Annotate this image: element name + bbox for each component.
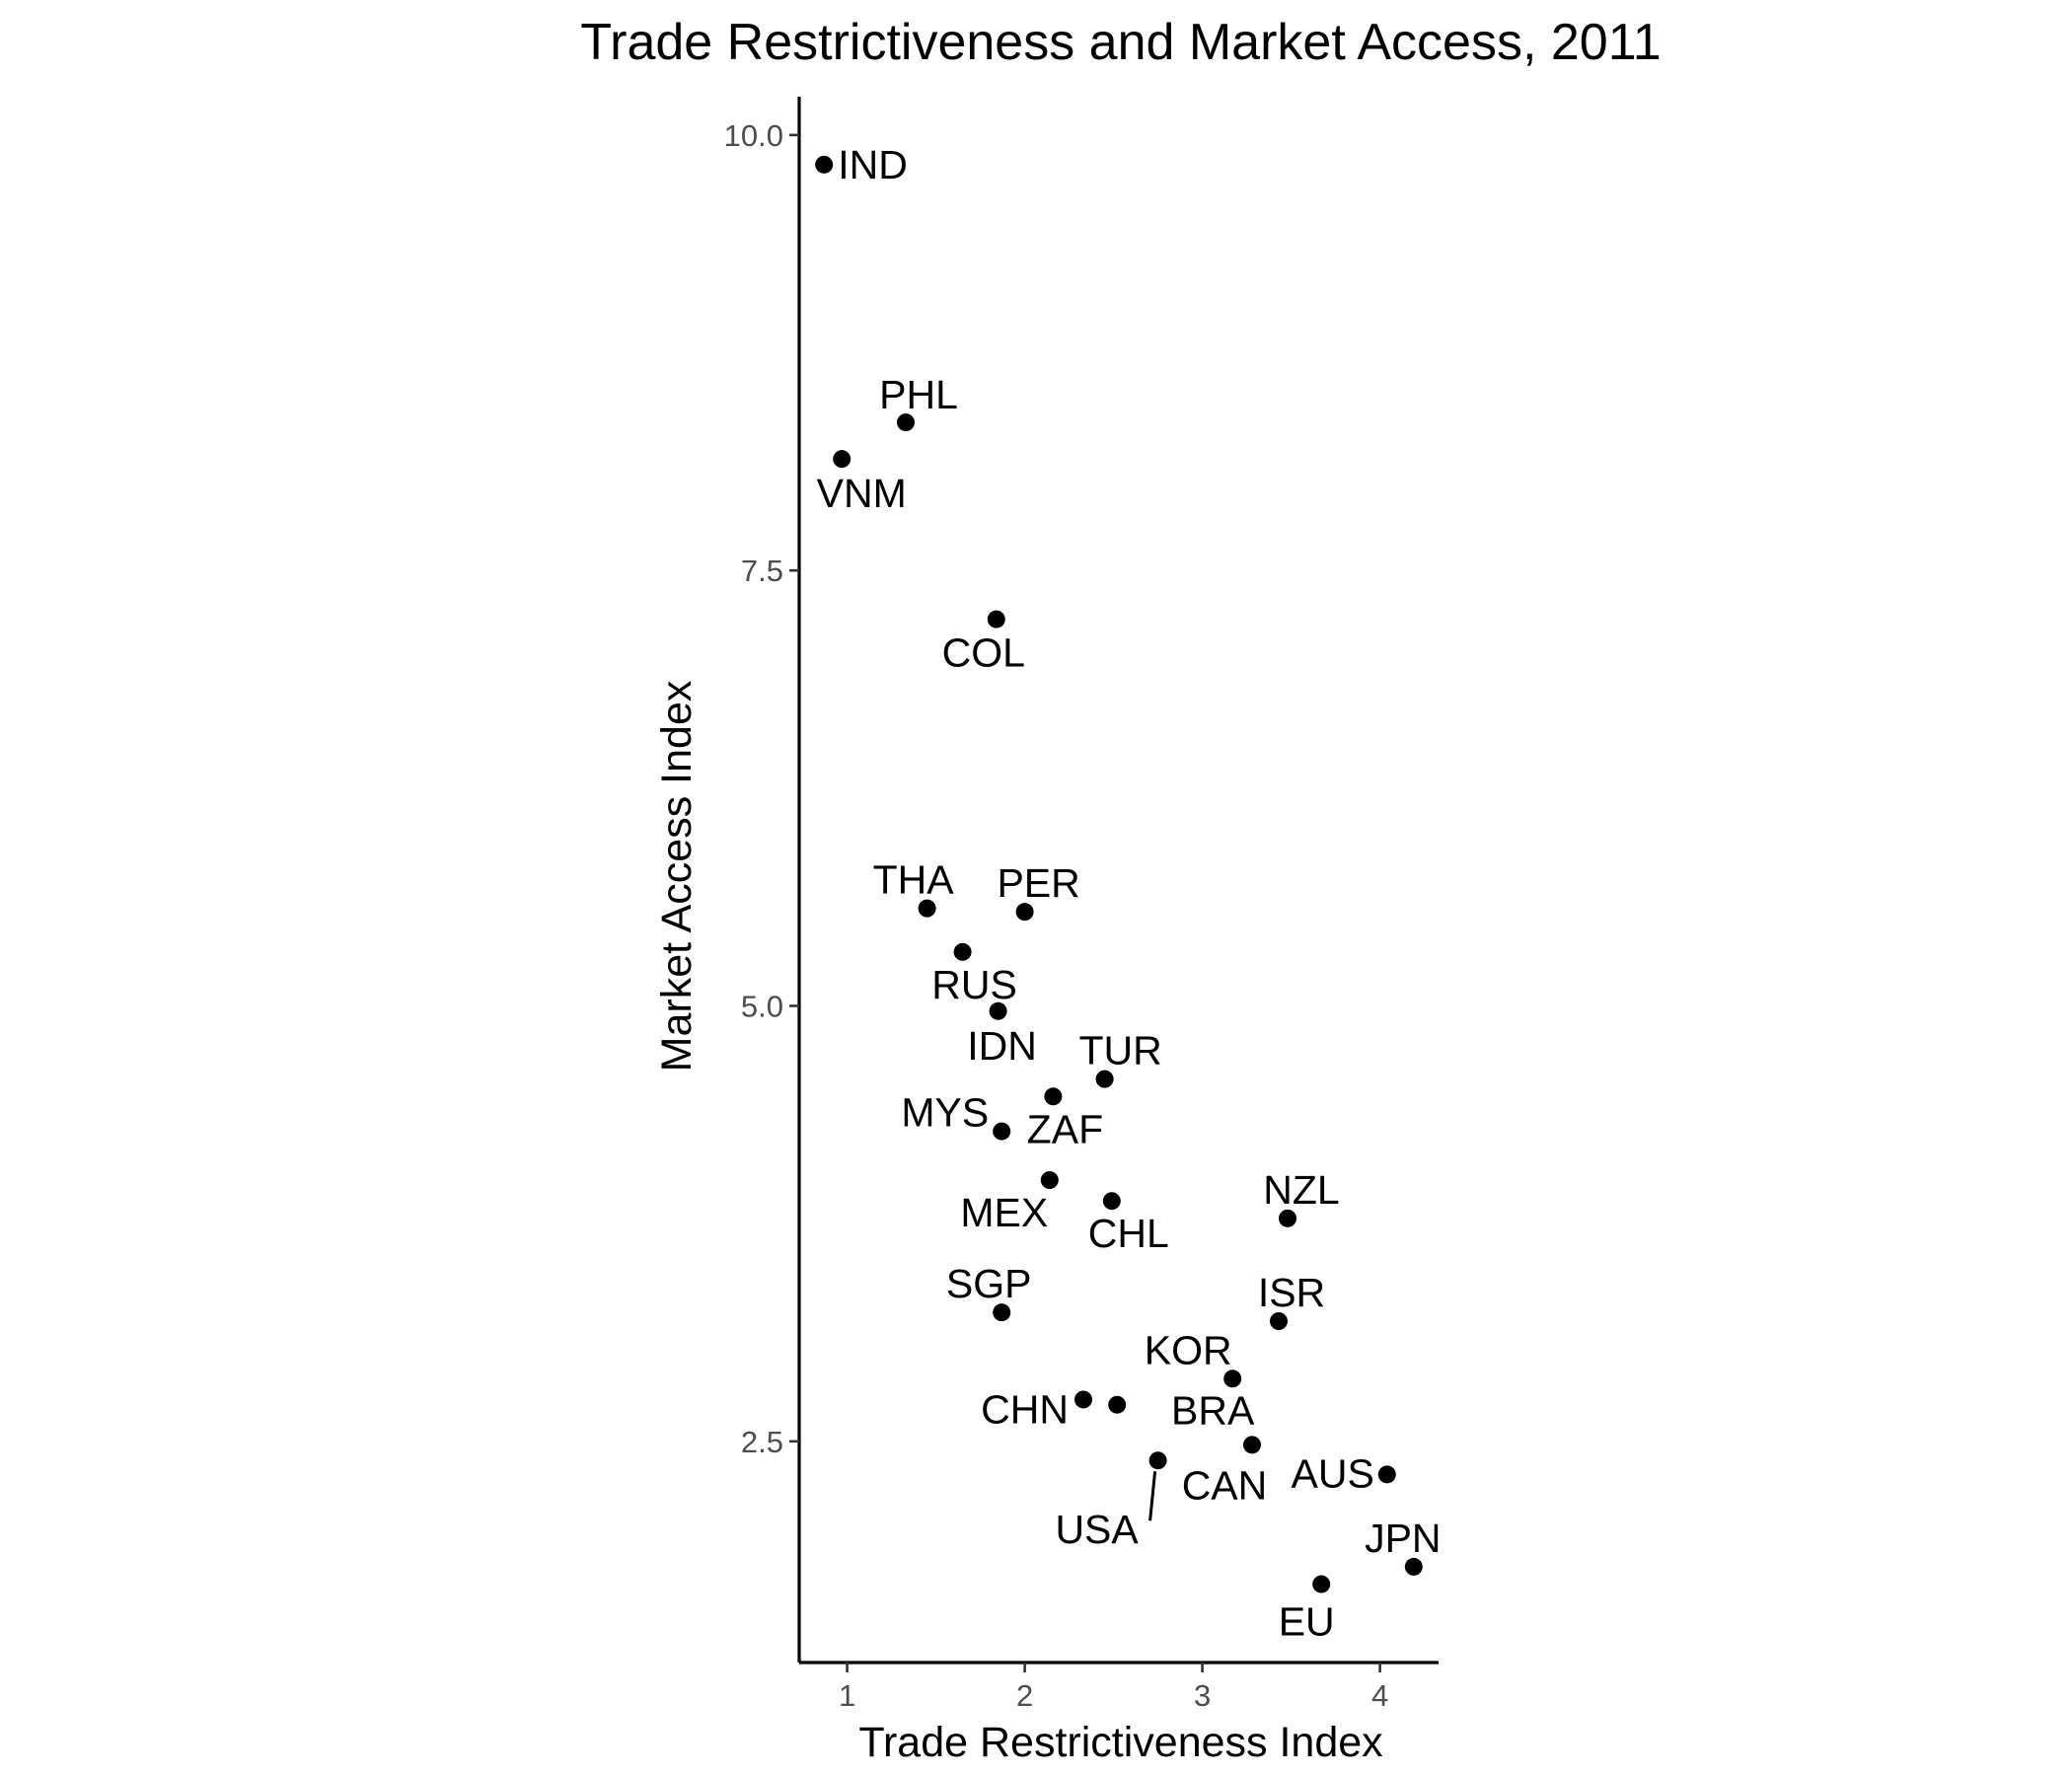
- data-point-mys: [993, 1122, 1011, 1141]
- data-label-mys: MYS: [901, 1090, 989, 1136]
- data-point-chl: [1102, 1192, 1121, 1211]
- data-point-col: [987, 610, 1005, 629]
- data-point-vnm: [833, 450, 851, 469]
- x-tick-label: 3: [1194, 1678, 1211, 1713]
- data-point-eu: [1312, 1575, 1331, 1593]
- data-label-phl: PHL: [879, 372, 958, 417]
- data-point-aus: [1377, 1465, 1396, 1484]
- data-label-eu: EU: [1279, 1599, 1335, 1645]
- chart-title: Trade Restrictiveness and Market Access,…: [580, 14, 1661, 71]
- data-label-jpn: JPN: [1365, 1516, 1441, 1561]
- data-label-aus: AUS: [1291, 1450, 1373, 1496]
- data-label-ind: IND: [838, 142, 908, 187]
- data-point-sgp: [993, 1303, 1011, 1322]
- data-label-tur: TUR: [1078, 1028, 1161, 1073]
- data-point-idn: [989, 1001, 1007, 1020]
- data-label-usa: USA: [1055, 1507, 1139, 1552]
- data-label-nzl: NZL: [1263, 1167, 1339, 1213]
- data-label-vnm: VNM: [817, 471, 907, 516]
- data-label-isr: ISR: [1258, 1270, 1325, 1315]
- data-labels: IND PHL VNM COL THA PER RUS IDN TUR ZAF MYS MEX CHL N…: [817, 142, 1442, 1645]
- data-label-bra: BRA: [1171, 1388, 1255, 1434]
- data-label-chn: CHN: [981, 1386, 1069, 1432]
- data-label-sgp: SGP: [946, 1261, 1032, 1306]
- data-points: [815, 155, 1423, 1593]
- data-point-rus: [953, 942, 972, 961]
- data-point-ind: [815, 155, 834, 174]
- y-tick-label: 7.5: [741, 554, 783, 588]
- data-point-mex: [1040, 1171, 1059, 1190]
- leader-line-usa: [1148, 1471, 1157, 1521]
- y-tick-label: 5.0: [741, 989, 783, 1023]
- data-point-nzl: [1279, 1209, 1296, 1227]
- x-axis-label: Trade Restrictiveness Index: [858, 1719, 1383, 1766]
- data-point-phl: [897, 413, 915, 432]
- data-point-zaf: [1044, 1087, 1063, 1106]
- y-axis-ticks: 2.5 5.0 7.5 10.0: [724, 118, 799, 1459]
- data-point-can: [1243, 1436, 1261, 1454]
- data-point-usa: [1148, 1451, 1167, 1470]
- data-point-bra: [1108, 1395, 1127, 1414]
- data-label-tha: THA: [873, 857, 955, 903]
- x-tick-label: 4: [1371, 1678, 1388, 1713]
- data-label-col: COL: [942, 630, 1025, 676]
- data-label-rus: RUS: [931, 962, 1017, 1007]
- data-label-mex: MEX: [960, 1190, 1048, 1235]
- data-label-kor: KOR: [1145, 1327, 1232, 1372]
- y-axis-label: Market Access Index: [653, 680, 701, 1072]
- label-leader-lines: [1148, 1471, 1157, 1521]
- data-label-can: CAN: [1182, 1462, 1268, 1508]
- data-point-tha: [918, 899, 936, 918]
- data-label-chl: CHL: [1088, 1211, 1169, 1256]
- data-point-isr: [1270, 1312, 1288, 1331]
- data-point-chn: [1074, 1390, 1092, 1409]
- data-label-idn: IDN: [967, 1023, 1037, 1069]
- data-point-jpn: [1404, 1557, 1423, 1576]
- data-label-per: PER: [997, 860, 1079, 906]
- x-tick-label: 1: [839, 1678, 855, 1713]
- plot-area: 2.5 5.0 7.5 10.0 1 2 3 4 IND PHL VNM COL THA PER RUS…: [724, 97, 1442, 1713]
- y-tick-label: 2.5: [741, 1425, 783, 1459]
- data-point-tur: [1095, 1070, 1114, 1088]
- x-axis-ticks: 1 2 3 4: [839, 1663, 1388, 1713]
- data-point-kor: [1223, 1369, 1242, 1388]
- x-tick-label: 2: [1016, 1678, 1033, 1713]
- data-point-per: [1015, 903, 1034, 922]
- data-label-zaf: ZAF: [1027, 1106, 1103, 1151]
- y-tick-label: 10.0: [724, 118, 783, 153]
